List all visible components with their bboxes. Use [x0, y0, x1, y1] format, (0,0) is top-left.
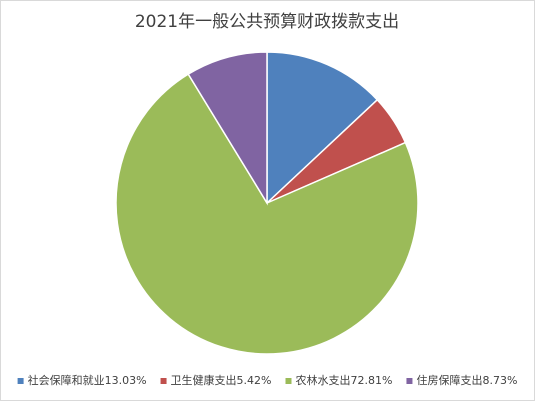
legend-category: 社会保障和就业 [28, 373, 105, 387]
pie-slice [187, 51, 268, 206]
pie-slice [266, 51, 379, 205]
legend-label: 卫生健康支出5.42% [171, 373, 272, 387]
legend-label: 农林水支出72.81% [296, 373, 393, 387]
legend-value: 8.73% [482, 374, 517, 387]
legend-category: 农林水支出 [296, 373, 351, 387]
chart-title: 2021年一般公共预算财政拨款支出 [135, 12, 399, 32]
legend: 社会保障和就业13.03% 卫生健康支出5.42% 农林水支出72.81% 住房保障支… [17, 373, 517, 387]
legend-label: 住房保障支出8.73% [416, 373, 517, 387]
legend-swatch [160, 378, 167, 384]
legend-label: 社会保障和就业13.03% [28, 373, 147, 387]
pie-slice [115, 73, 419, 355]
legend-swatch [285, 378, 292, 384]
legend-swatch [17, 378, 24, 384]
legend-value: 72.81% [351, 374, 393, 387]
legend-category: 住房保障支出 [416, 373, 482, 387]
legend-value: 13.03% [105, 374, 147, 387]
legend-swatch [406, 378, 413, 384]
legend-value: 5.42% [237, 374, 272, 387]
legend-category: 卫生健康支出 [171, 373, 237, 387]
